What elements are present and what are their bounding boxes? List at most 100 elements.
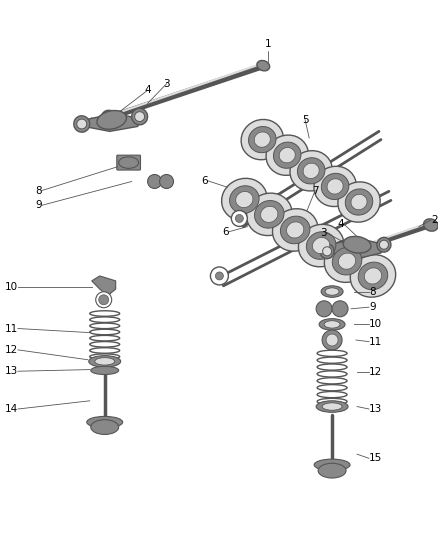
Ellipse shape: [324, 240, 369, 282]
Text: 7: 7: [311, 185, 318, 196]
Ellipse shape: [260, 206, 277, 222]
Ellipse shape: [97, 110, 126, 129]
Ellipse shape: [313, 166, 355, 207]
Text: 11: 11: [5, 324, 18, 334]
Ellipse shape: [229, 185, 258, 213]
Text: 12: 12: [368, 367, 381, 377]
Text: 5: 5: [301, 115, 308, 125]
Ellipse shape: [101, 110, 117, 125]
Ellipse shape: [254, 200, 283, 228]
Ellipse shape: [87, 416, 122, 428]
Text: 13: 13: [5, 366, 18, 376]
Circle shape: [325, 334, 337, 346]
Ellipse shape: [272, 209, 317, 251]
Ellipse shape: [131, 108, 147, 125]
Text: 8: 8: [368, 287, 375, 296]
FancyBboxPatch shape: [117, 155, 140, 170]
Ellipse shape: [297, 158, 324, 184]
Text: 14: 14: [5, 404, 18, 414]
Ellipse shape: [343, 236, 370, 253]
Ellipse shape: [350, 195, 366, 209]
Ellipse shape: [246, 193, 291, 236]
Ellipse shape: [280, 216, 309, 244]
Text: 11: 11: [368, 337, 381, 346]
Ellipse shape: [302, 163, 318, 179]
Ellipse shape: [319, 244, 333, 259]
Ellipse shape: [118, 157, 138, 168]
Ellipse shape: [248, 126, 276, 152]
Ellipse shape: [74, 116, 89, 132]
Text: 3: 3: [320, 228, 326, 238]
Ellipse shape: [95, 358, 114, 365]
Ellipse shape: [337, 182, 379, 222]
Ellipse shape: [254, 132, 270, 147]
Text: 9: 9: [368, 302, 375, 312]
Ellipse shape: [332, 247, 361, 275]
Ellipse shape: [376, 237, 390, 252]
Ellipse shape: [322, 247, 331, 256]
Ellipse shape: [221, 179, 266, 221]
Ellipse shape: [273, 142, 300, 168]
Ellipse shape: [350, 255, 395, 297]
Circle shape: [95, 292, 111, 308]
Circle shape: [331, 301, 347, 317]
Ellipse shape: [320, 286, 342, 297]
Circle shape: [99, 295, 109, 305]
Ellipse shape: [235, 191, 252, 208]
Ellipse shape: [306, 232, 335, 260]
Text: 6: 6: [200, 176, 207, 185]
Text: 2: 2: [430, 215, 436, 225]
Ellipse shape: [286, 222, 303, 238]
Text: 8: 8: [35, 185, 42, 196]
Text: 4: 4: [337, 219, 343, 229]
Ellipse shape: [378, 240, 388, 249]
Ellipse shape: [357, 262, 387, 290]
Circle shape: [315, 301, 331, 317]
Ellipse shape: [318, 463, 345, 478]
Text: 3: 3: [163, 79, 170, 88]
Text: 9: 9: [35, 200, 42, 211]
Ellipse shape: [325, 288, 338, 295]
Ellipse shape: [298, 224, 343, 267]
Ellipse shape: [323, 321, 339, 328]
Ellipse shape: [321, 173, 348, 199]
Ellipse shape: [344, 189, 372, 215]
Polygon shape: [80, 114, 141, 131]
Ellipse shape: [91, 366, 118, 375]
Ellipse shape: [77, 119, 87, 129]
Ellipse shape: [279, 148, 295, 163]
Ellipse shape: [256, 60, 269, 71]
Ellipse shape: [91, 419, 118, 434]
Ellipse shape: [265, 135, 307, 175]
Text: 10: 10: [5, 282, 18, 293]
Ellipse shape: [240, 119, 283, 160]
Ellipse shape: [290, 151, 332, 191]
Text: 1: 1: [265, 39, 271, 49]
Ellipse shape: [364, 268, 381, 284]
Ellipse shape: [315, 401, 347, 413]
Ellipse shape: [312, 238, 329, 254]
Ellipse shape: [134, 112, 144, 122]
Circle shape: [159, 174, 173, 189]
Ellipse shape: [423, 219, 437, 231]
Ellipse shape: [88, 356, 120, 367]
Circle shape: [235, 214, 243, 222]
Ellipse shape: [326, 179, 343, 194]
Text: 12: 12: [5, 345, 18, 355]
Circle shape: [147, 174, 161, 189]
Text: 15: 15: [368, 453, 381, 463]
Polygon shape: [323, 238, 383, 260]
Text: 6: 6: [222, 227, 229, 237]
Ellipse shape: [318, 319, 344, 330]
Text: 10: 10: [368, 319, 381, 329]
Polygon shape: [92, 276, 116, 296]
Circle shape: [215, 272, 223, 280]
Text: 13: 13: [368, 404, 381, 414]
Circle shape: [210, 267, 228, 285]
Circle shape: [321, 330, 341, 350]
Ellipse shape: [338, 253, 355, 269]
Ellipse shape: [321, 403, 341, 410]
Ellipse shape: [314, 459, 349, 471]
Text: 4: 4: [144, 85, 151, 95]
Circle shape: [231, 211, 247, 227]
